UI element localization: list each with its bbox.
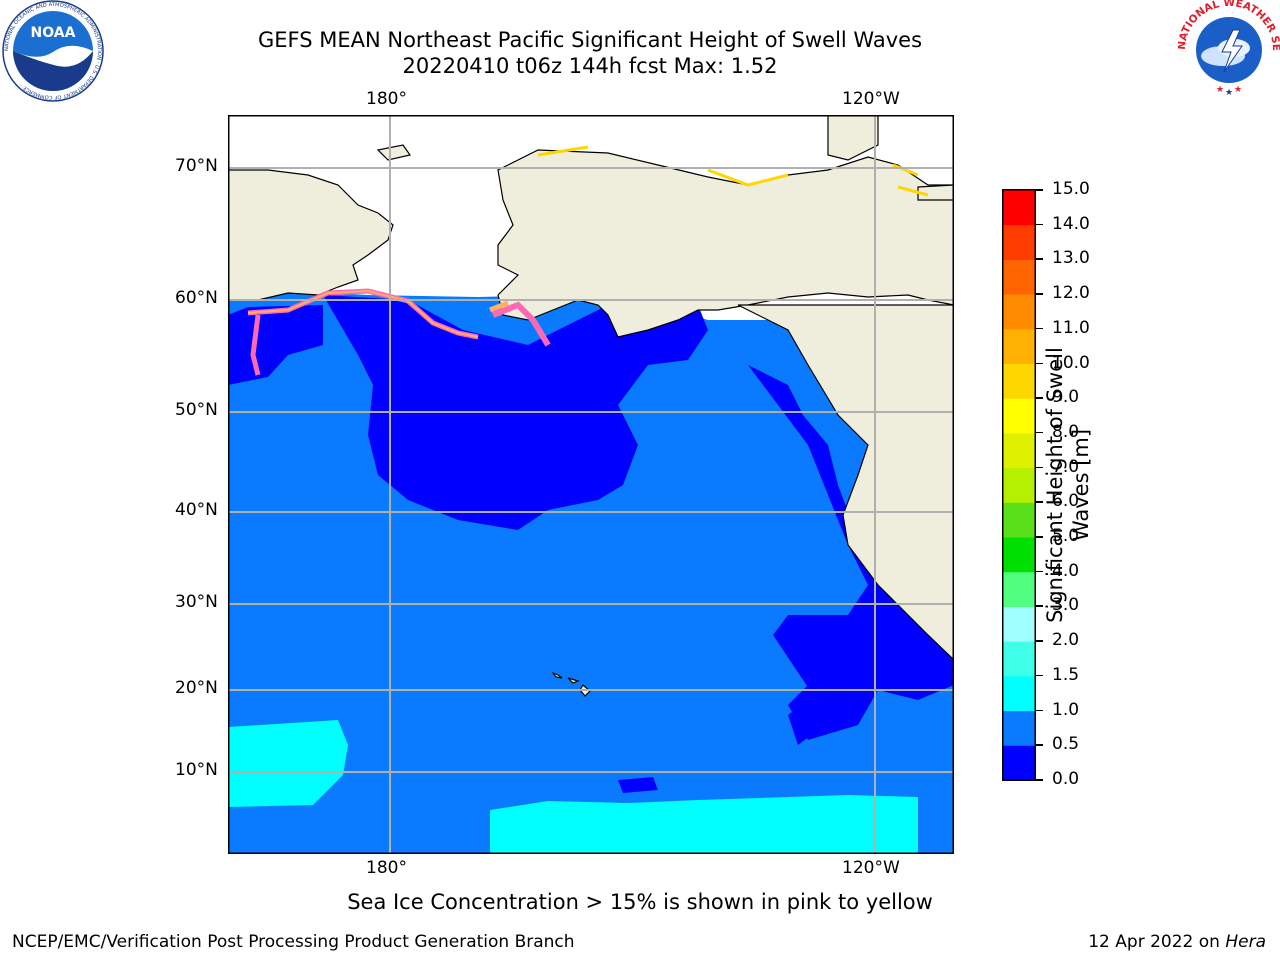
colorbar-tick-label: 1.5: [1052, 664, 1080, 685]
colorbar-bin: [1003, 363, 1035, 399]
lon-label-top-120w: 120°W: [842, 89, 900, 109]
moderate-swell-region: [228, 720, 348, 807]
lat-label-40n: 40°N: [175, 500, 218, 520]
colorbar-bin: [1003, 675, 1035, 712]
graticule: [228, 115, 954, 854]
colorbar-tick-label: 12.0: [1052, 283, 1090, 304]
colorbar-tick-mark: [1036, 605, 1043, 607]
colorbar-tick-mark: [1036, 709, 1043, 712]
colorbar-tick-mark: [1036, 293, 1043, 295]
colorbar-tick-mark: [1036, 327, 1043, 330]
date-stamp: 12 Apr 2022 on Hera: [1088, 932, 1266, 952]
svg-text:★: ★: [1216, 85, 1224, 95]
colorbar-bin: [1003, 641, 1035, 677]
lat-label-70n: 70°N: [175, 156, 218, 176]
colorbar-tick-mark: [1036, 362, 1043, 365]
colorbar-tick-mark: [1036, 536, 1043, 538]
colorbar-bin: [1003, 328, 1035, 365]
colorbar-tick-mark: [1036, 223, 1043, 226]
colorbar-tick-mark: [1036, 779, 1043, 781]
north-america-land: [737, 304, 954, 661]
colorbar-tick-mark: [1036, 640, 1043, 642]
lat-label-10n: 10°N: [175, 760, 218, 780]
colorbar-tick-label: 13.0: [1052, 248, 1090, 269]
lat-label-30n: 30°N: [175, 592, 218, 612]
colorbar-bin: [1003, 294, 1035, 330]
colorbar-bin: [1003, 571, 1035, 607]
colorbar-bin: [1003, 467, 1035, 503]
colorbar-bin: [1003, 502, 1035, 538]
colorbar-tick-mark: [1036, 674, 1043, 677]
nws-logo: NATIONAL WEATHER SERVICE ★ ★ ★: [1178, 0, 1280, 98]
colorbar-tick-mark: [1036, 258, 1043, 260]
date-text: 12 Apr 2022 on: [1088, 932, 1220, 952]
colorbar-tick-mark: [1036, 397, 1043, 399]
colorbar-tick-label: 11.0: [1052, 317, 1090, 338]
colorbar-tick-label: 14.0: [1052, 213, 1090, 234]
svg-text:★: ★: [1225, 88, 1233, 98]
colorbar-tick-mark: [1036, 189, 1043, 191]
map-subtitle: 20220410 t06z 144h fcst Max: 1.52: [402, 54, 778, 78]
svg-text:★: ★: [1234, 85, 1242, 95]
colorbar-tick-mark: [1036, 431, 1043, 434]
colorbar-bin: [1003, 259, 1035, 295]
lon-label-bottom-120w: 120°W: [842, 858, 900, 878]
colorbar-tick-label: 0.0: [1052, 769, 1080, 789]
colorbar-tick-mark: [1036, 570, 1043, 573]
colorbar-bin: [1003, 432, 1035, 469]
colorbar-tick-mark: [1036, 501, 1043, 503]
colorbar-tick-label: 4.0: [1052, 560, 1080, 581]
colorbar-tick-label: 3.0: [1052, 595, 1080, 616]
credit-line: NCEP/EMC/Verification Post Processing Pr…: [12, 932, 575, 952]
colorbar-bin: [1003, 710, 1035, 746]
colorbar-label: Significant Height of Swell Waves [m]: [1043, 347, 1093, 623]
colorbar-bin: [1003, 224, 1035, 260]
siberia-land: [228, 169, 394, 301]
colorbar-bin: [1003, 537, 1035, 573]
lat-label-20n: 20°N: [175, 678, 218, 698]
sea-ice-footnote: Sea Ice Concentration > 15% is shown in …: [347, 890, 933, 914]
lon-label-top-180: 180°: [366, 89, 407, 109]
moderate-swell-region: [490, 795, 918, 854]
colorbar-tick-label: 1.0: [1052, 699, 1080, 720]
lat-label-50n: 50°N: [175, 400, 218, 420]
colorbar-tick-label: 5.0: [1052, 526, 1080, 547]
noaa-logo-text: NOAA: [31, 25, 76, 41]
colorbar: [1002, 189, 1036, 781]
colorbar-bin: [1003, 398, 1035, 434]
host-name: Hera: [1225, 932, 1266, 952]
colorbar-bin: [1003, 190, 1035, 226]
colorbar-tick-label: 8.0: [1052, 421, 1080, 442]
colorbar-tick-mark: [1036, 466, 1043, 469]
map-title: GEFS MEAN Northeast Pacific Significant …: [257, 28, 923, 52]
colorbar-tick-label: 7.0: [1052, 456, 1080, 477]
colorbar-bin: [1003, 745, 1035, 781]
colorbar-bin: [1003, 606, 1035, 642]
lat-label-60n: 60°N: [175, 288, 218, 308]
low-swell-region: [228, 305, 323, 385]
map-frame: [228, 115, 954, 854]
colorbar-tick-mark: [1036, 744, 1043, 746]
colorbar-tick-label: 9.0: [1052, 387, 1080, 408]
lon-label-bottom-180: 180°: [366, 858, 407, 878]
colorbar-tick-label: 2.0: [1052, 630, 1080, 651]
colorbar-tick-label: 15.0: [1052, 179, 1090, 199]
colorbar-tick-label: 10.0: [1052, 352, 1090, 373]
colorbar-tick-label: 6.0: [1052, 491, 1080, 512]
colorbar-tick-label: 0.5: [1052, 734, 1080, 755]
swell-height-map: [228, 115, 954, 854]
colorbar-frame: [1002, 189, 1036, 781]
noaa-logo: NATIONAL OCEANIC AND ATMOSPHERIC ADMINIS…: [2, 0, 104, 102]
